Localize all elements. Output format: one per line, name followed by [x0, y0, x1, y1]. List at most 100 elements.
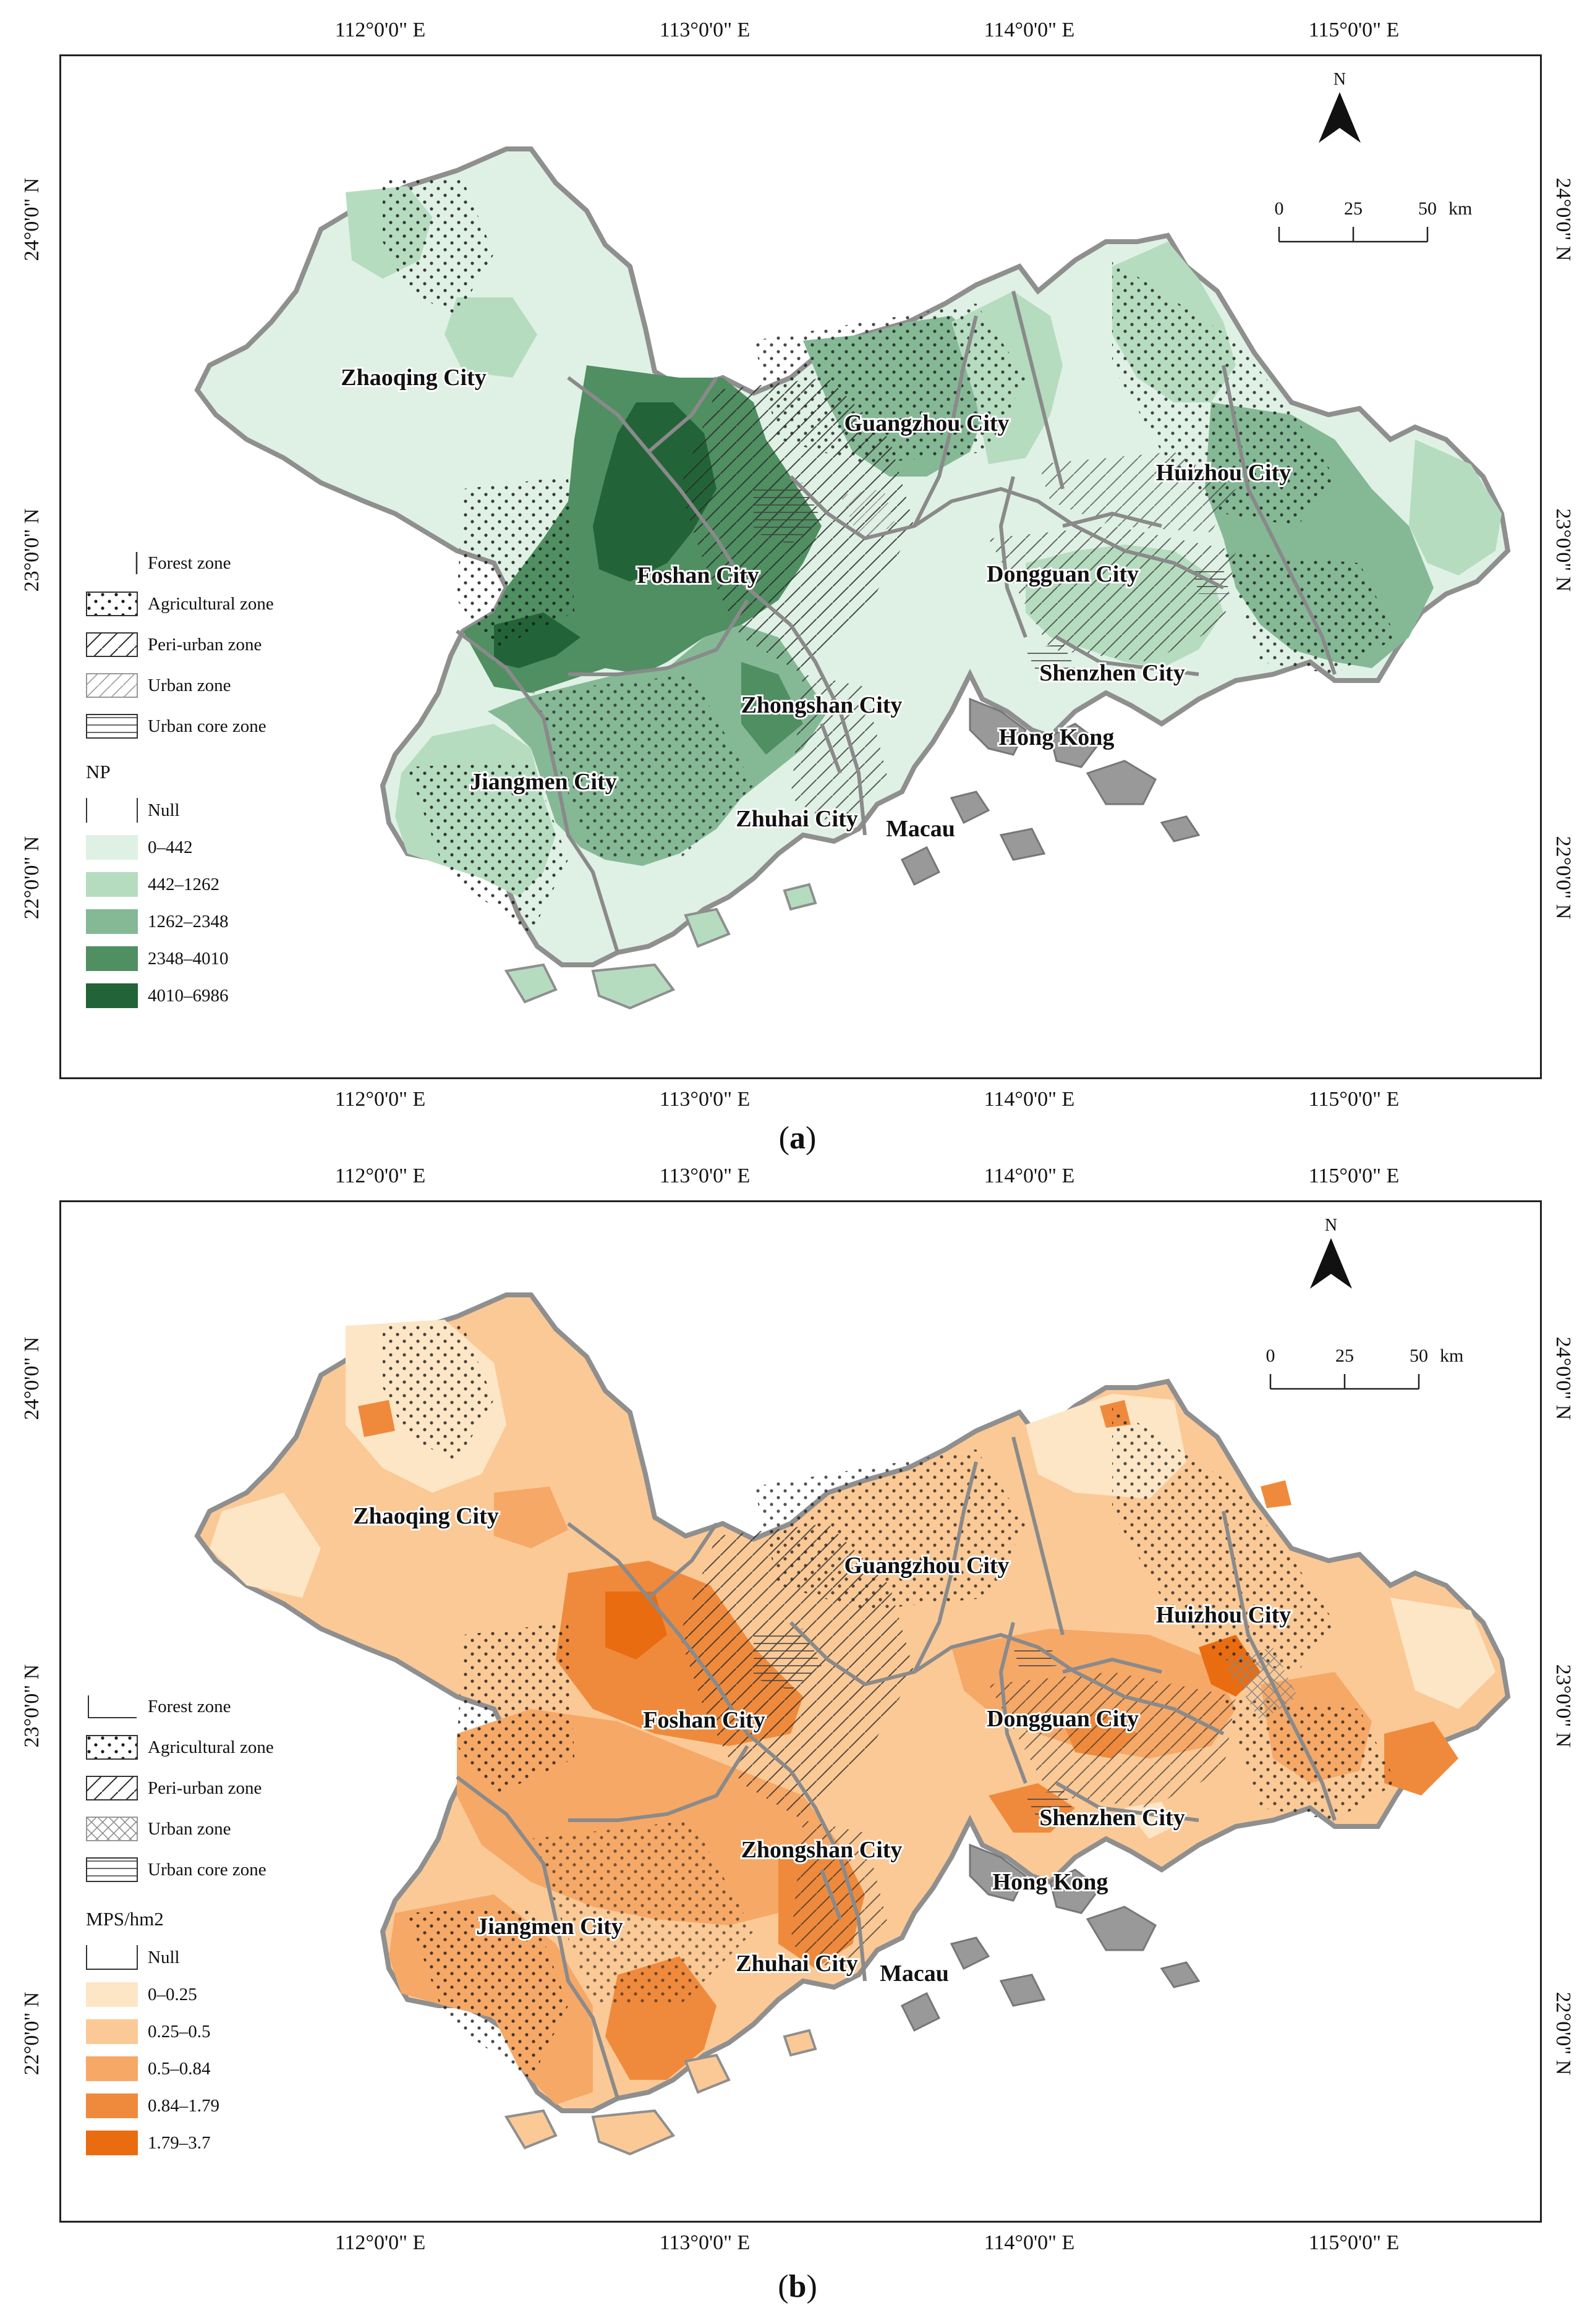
scale-unit: km [1440, 1346, 1464, 1366]
lat-tick-right: 24°0'0" N [1552, 1336, 1575, 1420]
city-label-foshan: Foshan City [643, 1707, 765, 1733]
city-label-guangzhou: Guangzhou City [844, 410, 1009, 436]
scale-bar: 0 25 50 km [1264, 1346, 1463, 1414]
panel-caption-a: (a) [778, 1121, 817, 1156]
lon-tick-top: 113°0'0" E [659, 1164, 751, 1187]
lon-tick-top: 115°0'0" E [1308, 19, 1400, 41]
class-swatch [86, 2056, 138, 2081]
city-label-guangzhou: Guangzhou City [844, 1553, 1009, 1579]
map-panel-b: 112°0'0" E 113°0'0" E 114°0'0" E 115°0'0… [0, 1162, 1595, 2324]
scale-bar: 0 25 50 km [1273, 198, 1472, 266]
agricultural-zone-swatch [86, 592, 138, 616]
scale-tick: 50 [1410, 1346, 1428, 1366]
city-label-zhuhai: Zhuhai City [736, 1951, 857, 1977]
peri-urban-zone-swatch [86, 632, 138, 657]
urban-zone-swatch [86, 1817, 138, 1841]
city-label-dongguan: Dongguan City [987, 561, 1139, 587]
urban-core-zone-swatch [86, 714, 138, 739]
lon-tick-top: 113°0'0" E [659, 19, 751, 41]
city-label-shenzhen: Shenzhen City [1039, 1805, 1185, 1831]
city-label-huizhou: Huizhou City [1156, 1602, 1291, 1628]
class-swatch [86, 1945, 138, 1970]
lat-tick-right: 22°0'0" N [1552, 1991, 1575, 2076]
city-label-foshan: Foshan City [637, 562, 759, 588]
city-label-zhuhai: Zhuhai City [736, 806, 857, 832]
lon-tick-bottom: 113°0'0" E [659, 1088, 751, 1111]
forest-zone-swatch [135, 552, 138, 574]
region-map-np: Zhaoqing City Guangzhou City Huizhou Cit… [194, 146, 1511, 1010]
urban-zone-swatch [86, 673, 138, 698]
lon-tick-top: 112°0'0" E [334, 19, 426, 41]
scale-tick: 50 [1418, 198, 1437, 219]
np-legend-title: NP [86, 761, 111, 782]
map-frame: Zhaoqing City Guangzhou City Huizhou Cit… [59, 1200, 1542, 2223]
class-swatch [86, 2019, 138, 2044]
lat-tick-left: 24°0'0" N [20, 1336, 43, 1420]
panel-caption-b: (b) [778, 2269, 817, 2304]
lat-tick-right: 23°0'0" N [1552, 508, 1575, 592]
class-swatch [86, 798, 138, 823]
lon-tick-bottom: 114°0'0" E [984, 1088, 1075, 1111]
mps-legend-title: MPS/hm2 [86, 1908, 164, 1930]
class-swatch [86, 1982, 138, 2007]
city-label-hong-kong: Hong Kong [999, 724, 1115, 750]
city-label-dongguan: Dongguan City [987, 1706, 1139, 1732]
class-swatch [86, 983, 138, 1008]
city-label-jiangmen: Jiangmen City [470, 769, 617, 795]
urban-core-zone-swatch [86, 1857, 138, 1882]
city-label-shenzhen: Shenzhen City [1039, 660, 1185, 686]
class-swatch [86, 872, 138, 897]
agricultural-zone-swatch [86, 1735, 138, 1760]
north-label: N [1333, 70, 1346, 89]
lon-tick-bottom: 112°0'0" E [334, 2231, 426, 2254]
lon-tick-top: 114°0'0" E [984, 1164, 1075, 1187]
lon-tick-top: 114°0'0" E [984, 19, 1075, 41]
north-label: N [1324, 1216, 1338, 1235]
city-label-hong-kong: Hong Kong [993, 1869, 1108, 1895]
class-swatch [86, 946, 138, 971]
north-arrow-icon [1319, 92, 1361, 143]
north-arrow-icon [1310, 1238, 1352, 1289]
scale-bar-graphic [1278, 227, 1429, 243]
scale-bar-graphic [1269, 1374, 1420, 1390]
city-label-zhaoqing: Zhaoqing City [341, 365, 486, 391]
lat-tick-left: 23°0'0" N [20, 508, 43, 592]
lat-tick-right: 22°0'0" N [1552, 836, 1575, 920]
lon-tick-top: 115°0'0" E [1308, 1164, 1400, 1187]
city-label-huizhou: Huizhou City [1156, 460, 1291, 486]
peri-urban-zone-swatch [86, 1776, 138, 1800]
lat-tick-left: 22°0'0" N [20, 836, 43, 920]
city-label-macau: Macau [886, 816, 955, 842]
scale-tick: 0 [1274, 198, 1284, 219]
city-label-jiangmen: Jiangmen City [476, 1914, 623, 1940]
scale-tick: 0 [1265, 1346, 1275, 1366]
lat-tick-right: 24°0'0" N [1552, 177, 1575, 261]
class-swatch [86, 2131, 138, 2155]
lon-tick-bottom: 114°0'0" E [984, 2231, 1075, 2254]
lat-tick-left: 23°0'0" N [20, 1664, 43, 1748]
scale-tick: 25 [1344, 198, 1363, 219]
lon-tick-bottom: 113°0'0" E [659, 2231, 751, 2254]
class-swatch [86, 2093, 138, 2118]
lat-tick-left: 22°0'0" N [20, 1991, 43, 2076]
north-arrow: N [1315, 70, 1364, 150]
north-arrow: N [1306, 1216, 1356, 1296]
city-label-zhongshan: Zhongshan City [741, 692, 903, 718]
lat-tick-right: 23°0'0" N [1552, 1664, 1575, 1748]
scale-tick: 25 [1335, 1346, 1354, 1366]
city-label-zhongshan: Zhongshan City [741, 1837, 903, 1863]
scale-unit: km [1448, 198, 1473, 219]
lon-tick-bottom: 115°0'0" E [1308, 2231, 1400, 2254]
map-frame: Zhaoqing City Guangzhou City Huizhou Cit… [59, 54, 1542, 1079]
lon-tick-top: 112°0'0" E [334, 1164, 426, 1187]
class-swatch [86, 909, 138, 934]
lon-tick-bottom: 115°0'0" E [1308, 1088, 1400, 1111]
city-label-zhaoqing: Zhaoqing City [353, 1503, 498, 1529]
lat-tick-left: 24°0'0" N [20, 177, 43, 261]
forest-zone-swatch [88, 1695, 137, 1718]
map-panel-a: 112°0'0" E 113°0'0" E 114°0'0" E 115°0'0… [20, 19, 1575, 1156]
class-swatch [86, 835, 138, 860]
region-map-mps: Zhaoqing City Guangzhou City Huizhou Cit… [194, 1292, 1511, 2156]
city-label-macau: Macau [880, 1961, 949, 1987]
lon-tick-bottom: 112°0'0" E [334, 1088, 426, 1111]
